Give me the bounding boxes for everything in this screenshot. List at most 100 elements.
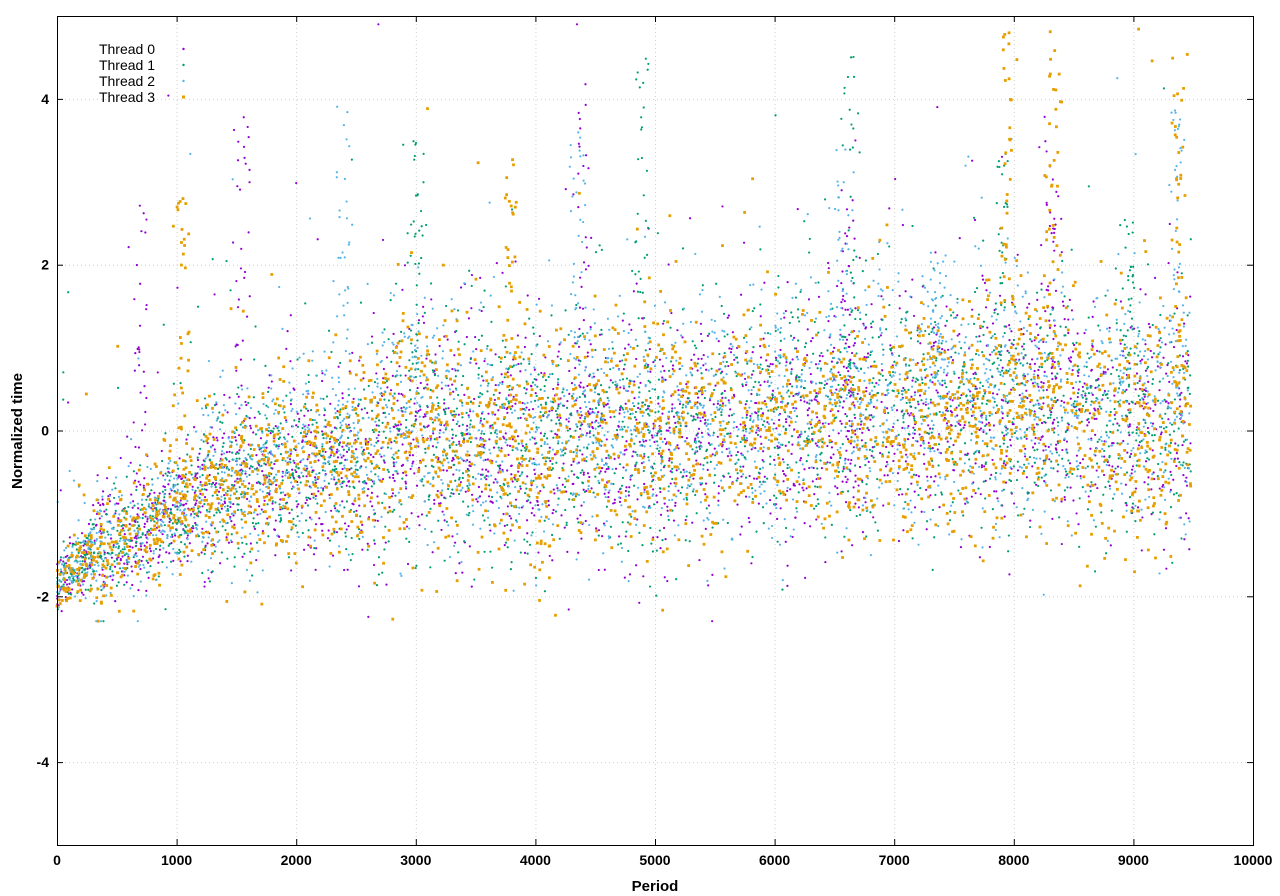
data-point (514, 260, 517, 263)
data-point (1040, 244, 1043, 247)
data-point (1004, 400, 1007, 403)
data-point (722, 489, 726, 492)
data-point (190, 473, 193, 476)
data-point (451, 428, 454, 431)
data-point (1159, 452, 1162, 455)
data-point (1170, 423, 1174, 426)
data-point (843, 379, 846, 382)
data-point (780, 395, 783, 398)
data-point (449, 495, 452, 498)
data-point (294, 469, 297, 472)
data-point (390, 407, 393, 410)
data-point (886, 474, 889, 477)
data-point (727, 364, 730, 368)
data-point (127, 505, 130, 509)
data-point (1043, 115, 1046, 118)
data-point (1079, 461, 1082, 465)
data-point (431, 369, 435, 372)
data-point (795, 376, 798, 379)
data-point (666, 505, 669, 508)
data-point (549, 459, 552, 463)
data-point (1093, 417, 1096, 420)
data-point (1072, 386, 1075, 390)
data-point (962, 365, 965, 368)
data-point (572, 505, 576, 508)
data-point (974, 385, 977, 388)
data-point (392, 457, 395, 461)
data-point (216, 467, 220, 470)
data-point (1070, 309, 1074, 312)
data-point (140, 559, 143, 563)
data-point (358, 480, 361, 483)
data-point (655, 440, 659, 443)
data-point (893, 452, 896, 455)
data-point (443, 424, 446, 427)
data-point (1040, 282, 1043, 285)
data-point (627, 490, 630, 493)
data-point (1028, 456, 1032, 459)
data-point (852, 391, 855, 394)
data-point (285, 469, 288, 472)
data-point (1018, 393, 1021, 397)
data-point (225, 259, 228, 263)
data-point (393, 439, 396, 443)
data-point (544, 401, 547, 404)
data-point (338, 413, 342, 416)
data-point (1108, 464, 1111, 467)
data-point (970, 495, 973, 498)
data-point (844, 308, 847, 311)
data-point (818, 381, 821, 384)
data-point (298, 417, 301, 420)
data-point (421, 315, 424, 318)
data-point (1060, 542, 1063, 546)
data-point (1075, 512, 1078, 515)
data-point (972, 322, 976, 326)
data-point (1063, 498, 1067, 501)
data-point (685, 474, 688, 478)
data-point (845, 208, 849, 211)
data-point (343, 506, 346, 509)
data-point (351, 351, 354, 354)
data-point (141, 503, 144, 506)
data-point (1110, 359, 1113, 362)
data-point (805, 459, 808, 463)
data-point (228, 450, 231, 453)
data-point (1034, 436, 1037, 440)
data-point (138, 324, 142, 327)
data-point (870, 414, 873, 417)
data-point (840, 282, 843, 285)
data-point (248, 473, 251, 477)
data-point (327, 482, 330, 485)
data-point (146, 561, 150, 564)
data-point (663, 369, 666, 373)
data-point (248, 482, 251, 485)
data-point (830, 446, 834, 449)
data-point (534, 576, 538, 580)
data-point (213, 293, 216, 296)
data-point (714, 415, 717, 419)
data-point (700, 372, 703, 375)
data-point (444, 407, 448, 410)
data-point (1066, 378, 1069, 381)
data-point (169, 507, 172, 511)
data-point (813, 398, 816, 401)
data-point (609, 525, 613, 528)
data-point (291, 435, 294, 439)
data-point (1086, 508, 1090, 511)
data-point (247, 487, 250, 490)
data-point (869, 322, 873, 325)
data-point (477, 338, 481, 342)
data-point (912, 473, 916, 476)
data-point (321, 469, 324, 472)
data-point (415, 484, 419, 487)
data-point (871, 381, 874, 384)
data-point (543, 590, 546, 593)
data-point (684, 425, 687, 428)
data-point (884, 378, 887, 381)
data-point (361, 523, 364, 526)
data-point (1052, 431, 1056, 434)
data-point (291, 474, 295, 477)
data-point (414, 419, 417, 423)
data-point (588, 413, 591, 416)
data-point (381, 238, 385, 242)
